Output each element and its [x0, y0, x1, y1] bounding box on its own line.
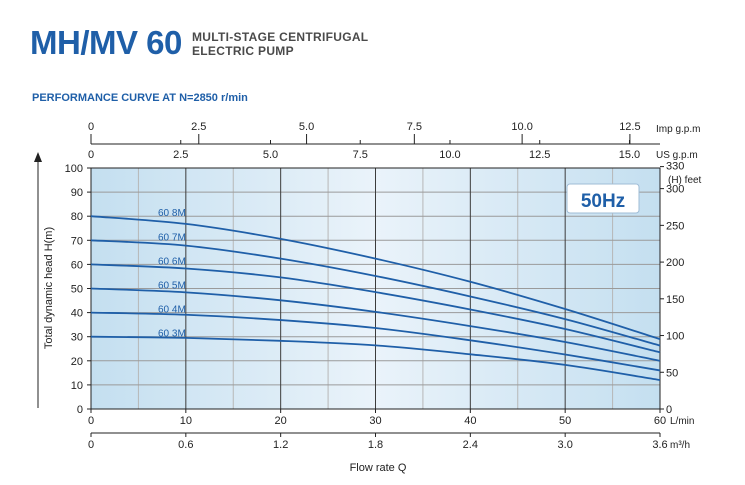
us-gpm-tick-label: 12.5 — [529, 149, 550, 161]
y-tick-label: 60 — [71, 259, 83, 271]
x-tick-label: 40 — [464, 415, 476, 427]
y-tick-label: 40 — [71, 308, 83, 320]
us-gpm-tick-label: 0 — [88, 149, 94, 161]
subtitle-line-2: ELECTRIC PUMP — [192, 44, 294, 58]
us-gpm-unit-label: US g.p.m — [656, 150, 698, 161]
imp-gpm-tick-label: 12.5 — [619, 121, 640, 133]
curve-60-3m — [90, 335, 661, 381]
x-axis-title: Flow rate Q — [350, 462, 407, 474]
y-axis-title: Total dynamic head H(m) — [43, 227, 55, 349]
imp-gpm-tick-label: 10.0 — [511, 121, 532, 133]
x-tick-label: 10 — [180, 415, 192, 427]
x-tick-label: 30 — [369, 415, 381, 427]
x-tick-label: 60 — [654, 415, 666, 427]
imp-gpm-unit-label: Imp g.p.m — [656, 124, 700, 135]
y-tick-label: 20 — [71, 356, 83, 368]
x-tick-label: 50 — [559, 415, 571, 427]
m3h-unit-label: m³/h — [670, 440, 690, 451]
curve-label-60-7m: 60 7M — [158, 232, 186, 243]
curve-label-60-3m: 60 3M — [158, 329, 186, 340]
x-tick-label: 0 — [88, 415, 94, 427]
feet-tick-label: 50 — [666, 367, 678, 379]
imp-gpm-tick-label: 7.5 — [407, 121, 422, 133]
feet-tick-label: 330 — [666, 161, 684, 173]
feet-tick-label: 0 — [666, 404, 672, 416]
feet-tick-label: 200 — [666, 257, 684, 269]
y-tick-label: 70 — [71, 235, 83, 247]
y-axis-arrow-head — [34, 152, 42, 162]
m3h-tick-label: 0 — [88, 439, 94, 451]
imp-gpm-tick-label: 2.5 — [191, 121, 206, 133]
us-gpm-tick-label: 7.5 — [353, 149, 368, 161]
curve-60-4m — [90, 311, 661, 372]
m3h-tick-label: 0.6 — [178, 439, 193, 451]
m3h-tick-label: 1.2 — [273, 439, 288, 451]
curve-60-6m — [90, 263, 661, 354]
curve-label-60-4m: 60 4M — [158, 305, 186, 316]
feet-tick-label: 250 — [666, 220, 684, 232]
y-tick-label: 30 — [71, 332, 83, 344]
us-gpm-tick-label: 2.5 — [173, 149, 188, 161]
curve-label-60-8m: 60 8M — [158, 208, 186, 219]
y-tick-label: 50 — [71, 284, 83, 296]
imp-gpm-tick-label: 5.0 — [299, 121, 314, 133]
subtitle-line-1: MULTI-STAGE CENTRIFUGAL — [192, 30, 369, 44]
us-gpm-tick-label: 5.0 — [263, 149, 278, 161]
feet-tick-label: 100 — [666, 331, 684, 343]
us-gpm-tick-label: 10.0 — [439, 149, 460, 161]
m3h-tick-label: 2.4 — [463, 439, 478, 451]
product-subtitle: MULTI-STAGE CENTRIFUGAL ELECTRIC PUMP — [192, 30, 368, 58]
curve-60-7m — [90, 239, 661, 347]
curve-label-60-5m: 60 5M — [158, 281, 186, 292]
feet-tick-label: 150 — [666, 294, 684, 306]
m3h-tick-label: 3.0 — [558, 439, 573, 451]
y-tick-label: 100 — [65, 163, 83, 175]
feet-tick-label: 300 — [666, 184, 684, 196]
frequency-badge-label: 50Hz — [581, 191, 625, 212]
y-tick-label: 10 — [71, 380, 83, 392]
x-tick-label: 20 — [275, 415, 287, 427]
curve-60-5m — [90, 287, 661, 362]
x-unit-label: L/min — [670, 416, 694, 427]
m3h-tick-label: 3.6 — [652, 439, 667, 451]
y-tick-label: 0 — [77, 404, 83, 416]
y-tick-label: 90 — [71, 187, 83, 199]
m3h-tick-label: 1.8 — [368, 439, 383, 451]
performance-label: PERFORMANCE CURVE AT N=2850 r/min — [32, 92, 248, 104]
feet-axis-title: (H) feet — [668, 175, 702, 186]
frequency-badge — [566, 183, 640, 214]
imp-gpm-tick-label: 0 — [88, 121, 94, 133]
product-title: MH/MV 60 — [30, 24, 182, 61]
curve-60-8m — [90, 215, 661, 340]
curve-label-60-6m: 60 6M — [158, 256, 186, 267]
us-gpm-tick-label: 15.0 — [619, 149, 640, 161]
y-tick-label: 80 — [71, 211, 83, 223]
